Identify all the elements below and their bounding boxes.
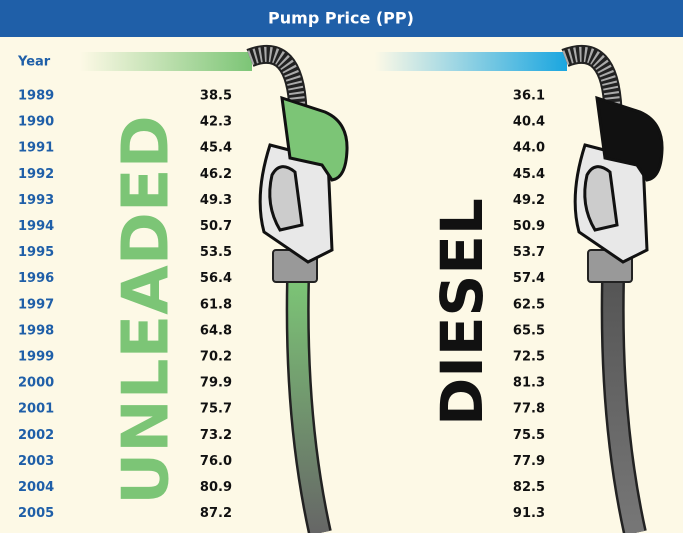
unleaded-pump bbox=[250, 54, 349, 533]
diesel-pump bbox=[565, 54, 664, 533]
diesel-price: 82.5 bbox=[513, 480, 545, 495]
year: 1993 bbox=[18, 193, 54, 208]
unleaded-price: 73.2 bbox=[200, 428, 232, 443]
unleaded-price: 61.8 bbox=[200, 297, 232, 312]
year: 2002 bbox=[18, 428, 54, 443]
year: 1989 bbox=[18, 89, 54, 104]
diesel-price: 72.5 bbox=[513, 350, 545, 365]
unleaded-price: 80.9 bbox=[200, 480, 232, 495]
unleaded-price: 45.4 bbox=[200, 141, 232, 156]
diesel-price: 81.3 bbox=[513, 376, 545, 391]
title: Pump Price (PP) bbox=[268, 9, 414, 28]
year: 1997 bbox=[18, 297, 54, 312]
unleaded-price: 38.5 bbox=[200, 89, 232, 104]
table: 1989 38.5 36.1 1990 42.3 40.4 1991 45.4 44.0 1992… bbox=[18, 89, 545, 522]
year: 1992 bbox=[18, 167, 54, 182]
diesel-price: 36.1 bbox=[513, 89, 545, 104]
unleaded-price: 56.4 bbox=[200, 271, 232, 286]
year: 2003 bbox=[18, 454, 54, 469]
year: 1990 bbox=[18, 115, 54, 130]
unleaded-price: 46.2 bbox=[200, 167, 232, 182]
unleaded-price: 50.7 bbox=[200, 219, 232, 234]
year: 2005 bbox=[18, 506, 54, 521]
year: 2000 bbox=[18, 376, 54, 391]
diesel-label: DIESEL bbox=[428, 198, 496, 426]
unleaded-label: UNLEADED bbox=[110, 115, 184, 505]
unleaded-price: 42.3 bbox=[200, 115, 232, 130]
year: 1991 bbox=[18, 141, 54, 156]
year: 1998 bbox=[18, 323, 54, 338]
diesel-price: 50.9 bbox=[513, 219, 545, 234]
diesel-price: 57.4 bbox=[513, 271, 545, 286]
unleaded-price: 53.5 bbox=[200, 245, 232, 260]
unleaded-price: 87.2 bbox=[200, 506, 232, 521]
unleaded-price: 79.9 bbox=[200, 376, 232, 391]
year: 1994 bbox=[18, 219, 54, 234]
diesel-price: 77.9 bbox=[513, 454, 545, 469]
diesel-price: 77.8 bbox=[513, 402, 545, 417]
year: 1999 bbox=[18, 350, 54, 365]
unleaded-price: 49.3 bbox=[200, 193, 232, 208]
title-bar bbox=[0, 0, 683, 37]
diesel-price: 40.4 bbox=[513, 115, 545, 130]
year: 1996 bbox=[18, 271, 54, 286]
unleaded-price: 64.8 bbox=[200, 323, 232, 338]
diesel-price: 62.5 bbox=[513, 297, 545, 312]
unleaded-price: 76.0 bbox=[200, 454, 232, 469]
year: 2004 bbox=[18, 480, 54, 495]
diesel-price: 44.0 bbox=[513, 141, 545, 156]
diesel-price: 53.7 bbox=[513, 245, 545, 260]
year: 1995 bbox=[18, 245, 54, 260]
column-header: Year bbox=[17, 55, 51, 70]
unleaded-band bbox=[80, 52, 252, 71]
diesel-price: 45.4 bbox=[513, 167, 545, 182]
unleaded-price: 75.7 bbox=[200, 402, 232, 417]
year: 2001 bbox=[18, 402, 54, 417]
diesel-band bbox=[375, 52, 567, 71]
diesel-price: 65.5 bbox=[513, 323, 545, 338]
diesel-price: 49.2 bbox=[513, 193, 545, 208]
diesel-price: 75.5 bbox=[513, 428, 545, 443]
diesel-price: 91.3 bbox=[513, 506, 545, 521]
unleaded-price: 70.2 bbox=[200, 350, 232, 365]
